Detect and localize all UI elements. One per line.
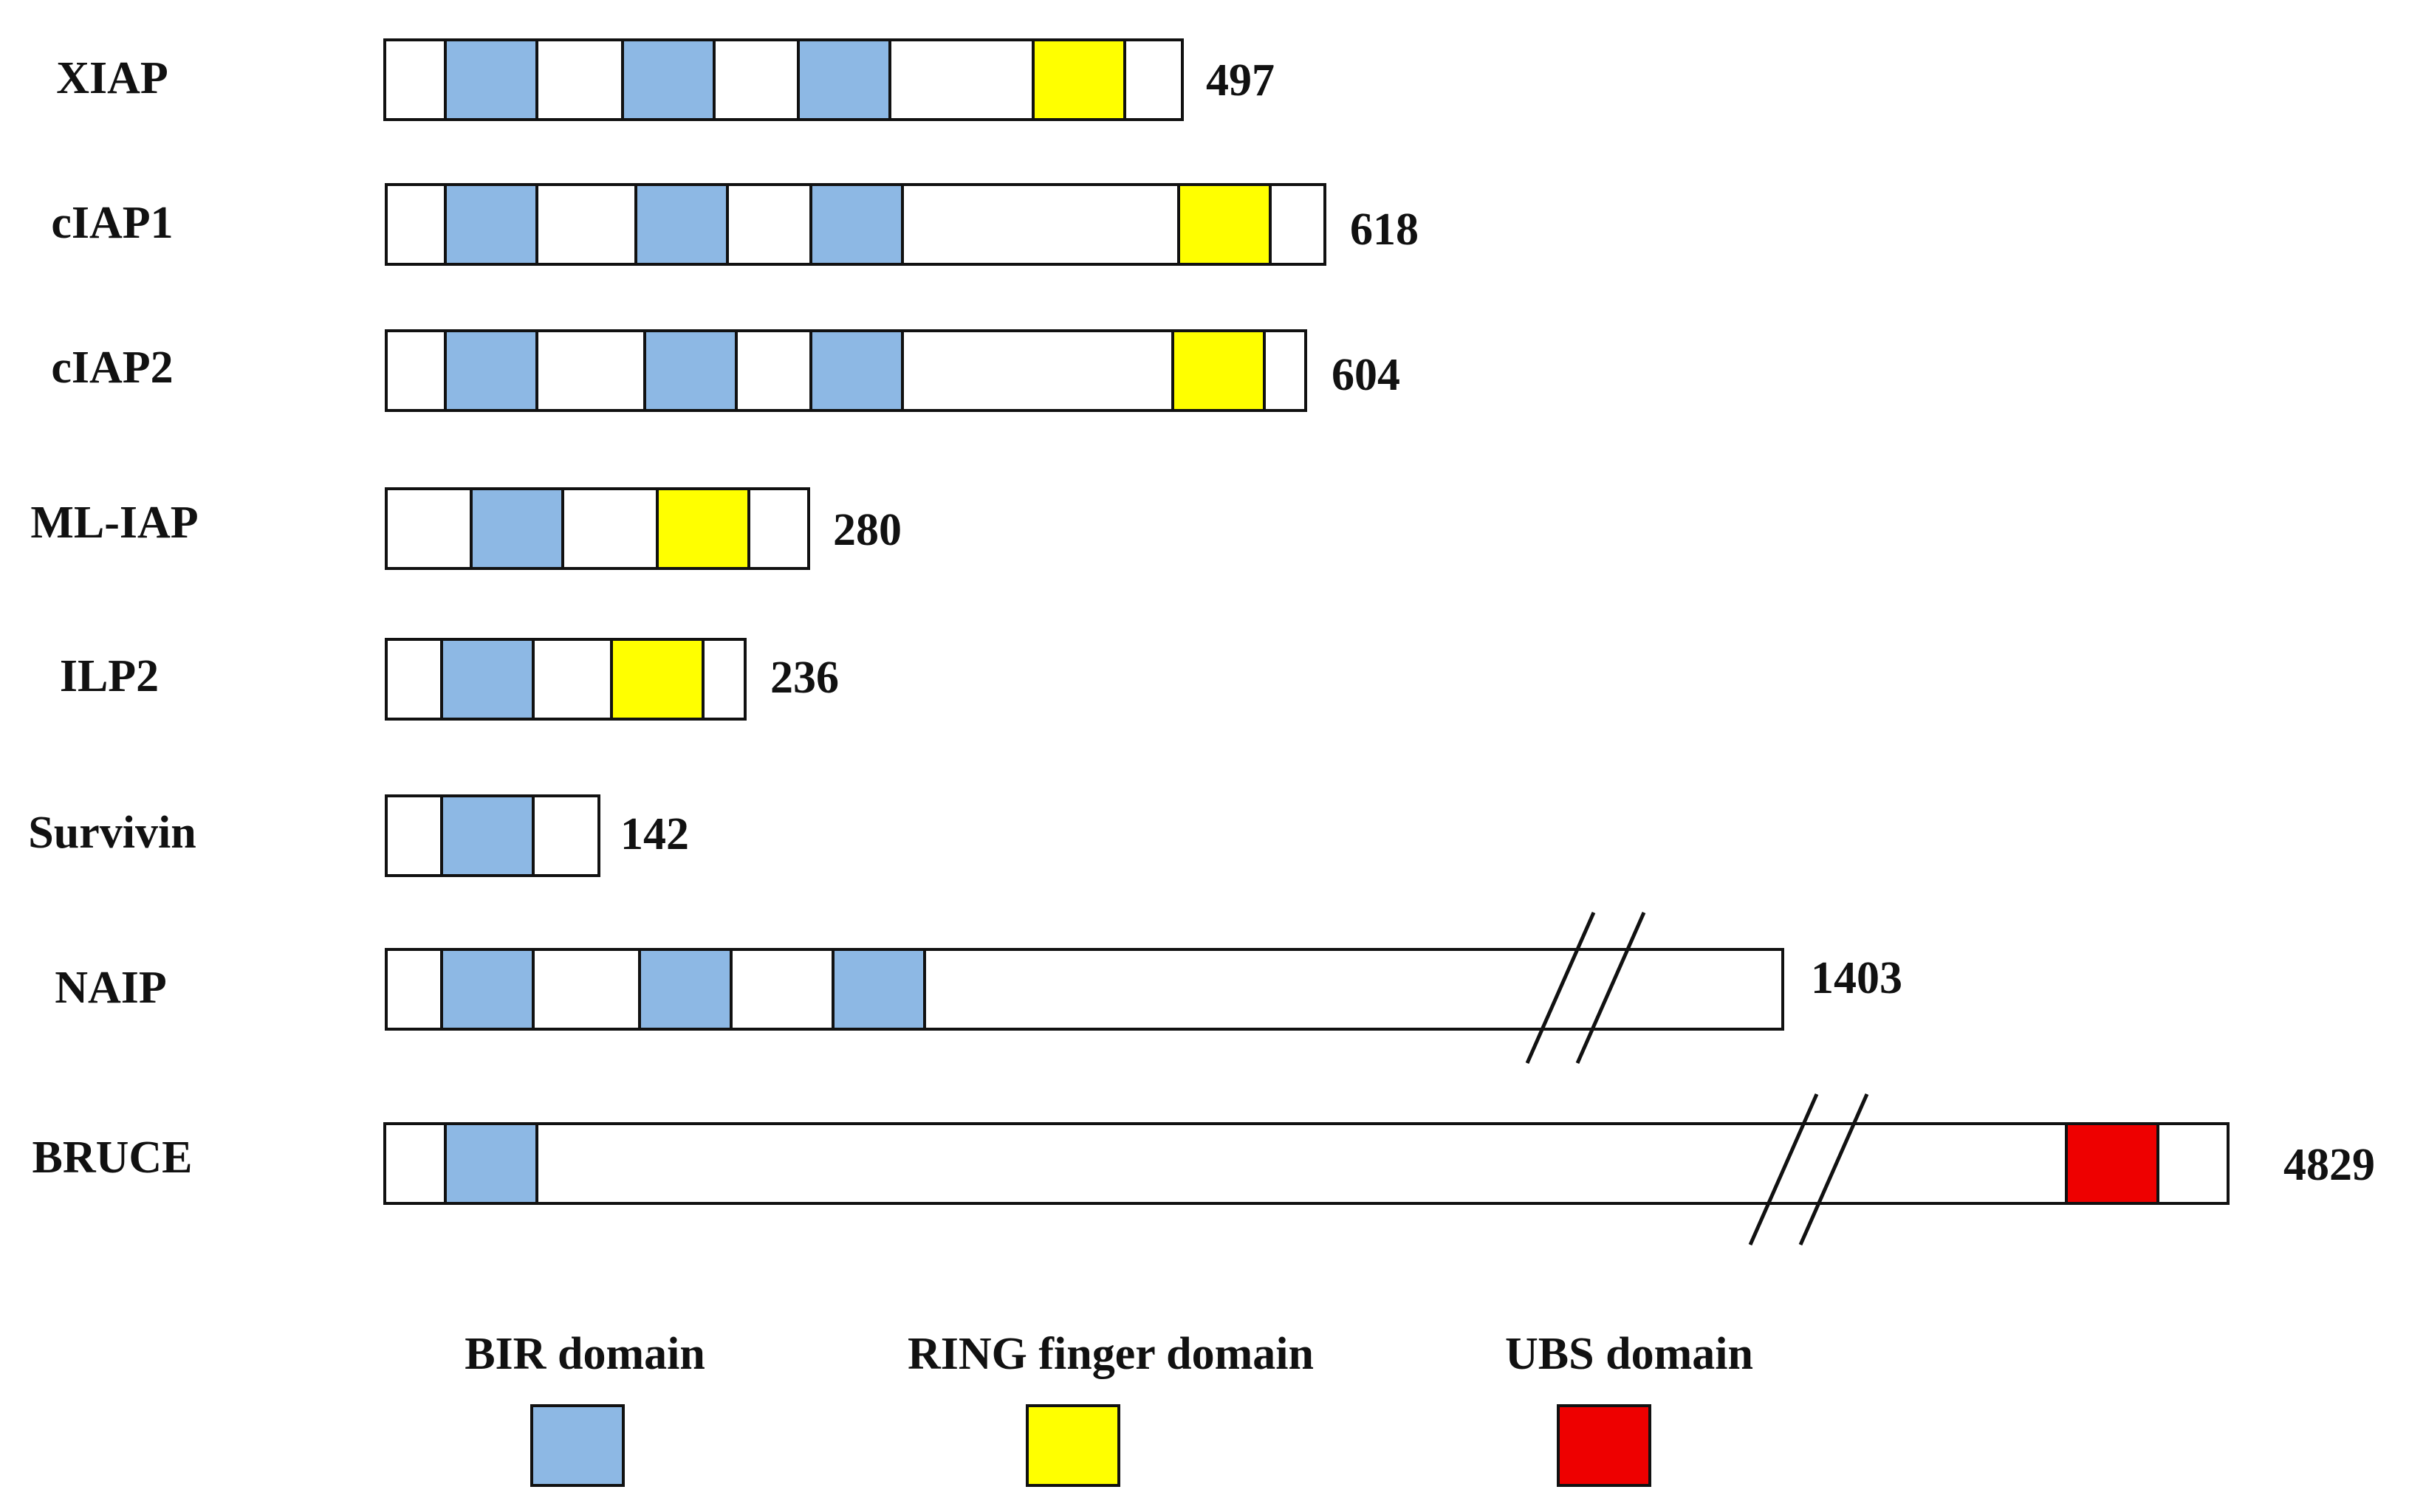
bir-domain-box (621, 38, 716, 121)
protein-row-ilp2: ILP2 236 (60, 638, 839, 721)
protein-length-label: 497 (1206, 55, 1275, 106)
protein-length-label: 1403 (1811, 953, 1902, 1003)
break-mark-line (1798, 1093, 1869, 1246)
protein-length-label: 604 (1332, 350, 1400, 400)
legend-ubs-swatch (1557, 1404, 1651, 1487)
legend-item-ubs: UBS domain (1505, 1329, 1753, 1487)
protein-name-label: ILP2 (60, 651, 159, 701)
legend-label: BIR domain (465, 1329, 705, 1379)
protein-name-label: XIAP (56, 53, 168, 103)
break-mark-line (1525, 911, 1596, 1065)
protein-row-ciap2: cIAP2 604 (51, 329, 1400, 412)
legend-label: UBS domain (1505, 1329, 1753, 1379)
bir-domain-box (634, 183, 729, 266)
bir-domain-box (440, 948, 535, 1031)
protein-length-label: 142 (620, 809, 689, 859)
ring-domain-box (1177, 183, 1272, 266)
legend-ring-swatch (1026, 1404, 1120, 1487)
bir-domain-box (470, 487, 564, 570)
bir-domain-box (444, 183, 538, 266)
legend-item-ring: RING finger domain (908, 1329, 1314, 1487)
protein-name-label: NAIP (55, 963, 167, 1013)
bir-domain-box (444, 329, 538, 412)
ring-domain-box (656, 487, 750, 570)
protein-row-ml-iap: ML-IAP 280 (30, 487, 902, 570)
ubs-domain-box (2065, 1122, 2159, 1205)
bir-domain-box (797, 38, 891, 121)
legend-item-bir: BIR domain (465, 1329, 705, 1487)
bir-domain-box (440, 794, 535, 877)
bir-domain-box (643, 329, 738, 412)
bir-domain-box (440, 638, 535, 721)
protein-row-bruce: BRUCE 4829 (32, 1093, 2375, 1246)
ring-domain-box (1171, 329, 1266, 412)
bir-domain-box (832, 948, 926, 1031)
bir-domain-box (444, 1122, 538, 1205)
protein-length-label: 280 (833, 505, 902, 555)
protein-length-label: 4829 (2283, 1140, 2375, 1190)
protein-length-label: 618 (1350, 205, 1419, 255)
protein-name-label: Survivin (28, 808, 196, 858)
protein-row-naip: NAIP 1403 (55, 911, 1902, 1065)
protein-name-label: ML-IAP (30, 498, 198, 548)
bir-domain-box (809, 183, 904, 266)
protein-name-label: cIAP1 (51, 198, 173, 248)
protein-length-label: 236 (770, 653, 839, 703)
protein-name-label: BRUCE (32, 1133, 192, 1183)
protein-row-survivin: Survivin 142 (28, 794, 689, 877)
bir-domain-box (638, 948, 733, 1031)
legend-bir-swatch (530, 1404, 625, 1487)
ring-domain-box (1032, 38, 1126, 121)
break-mark-line (1748, 1093, 1819, 1246)
bir-domain-box (444, 38, 538, 121)
protein-row-xiap: XIAP 497 (56, 38, 1275, 121)
protein-name-label: cIAP2 (51, 343, 173, 393)
legend: BIR domain RING finger domain UBS domain (465, 1329, 1753, 1487)
protein-bar (383, 1122, 2230, 1205)
ring-domain-box (610, 638, 705, 721)
bir-domain-box (809, 329, 904, 412)
protein-row-ciap1: cIAP1 618 (51, 183, 1419, 266)
break-mark-line (1575, 911, 1646, 1065)
legend-label: RING finger domain (908, 1329, 1314, 1379)
